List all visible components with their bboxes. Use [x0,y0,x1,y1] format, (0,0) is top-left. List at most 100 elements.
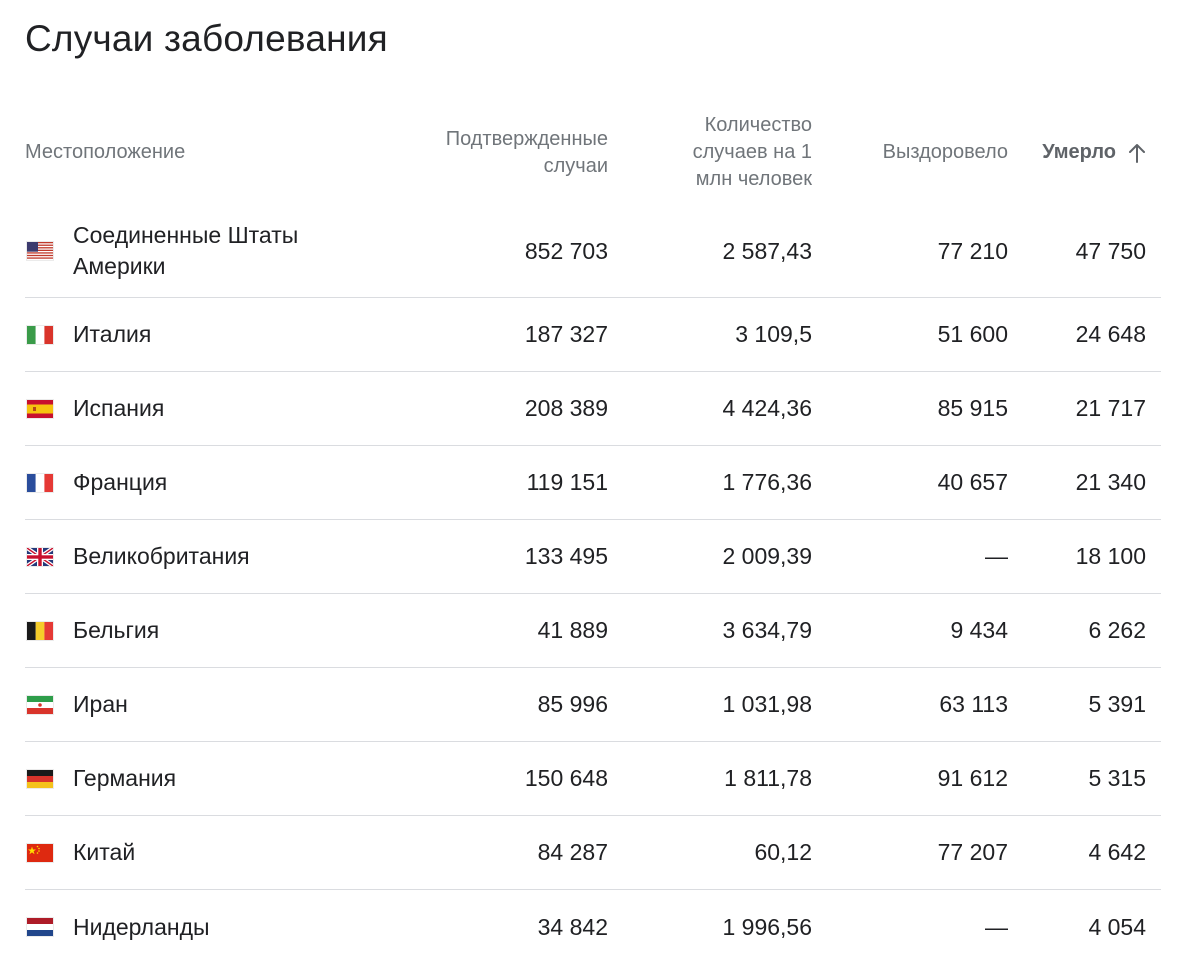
header-location[interactable]: Местоположение [25,141,186,163]
content-viewport: Случаи заболевания Местоположение Подтве… [25,18,1161,940]
header-confirmed-line2: случаи [543,154,608,177]
cases-table: Местоположение Подтвержденные случаи Кол… [25,100,1161,940]
confirmed-value: 150 648 [524,765,608,791]
confirmed-value: 41 889 [537,617,608,643]
confirmed-value: 84 287 [537,839,608,865]
location-name-line1: Нидерланды [73,913,210,940]
confirmed-value: 852 703 [524,237,608,264]
it-flag-icon [27,325,53,344]
deaths-value: 21 340 [1075,469,1146,495]
flag-cell [27,205,53,297]
deaths-value: 21 717 [1075,395,1146,421]
header-deaths[interactable]: Умерло [1042,100,1146,205]
recovered-value: 77 210 [937,237,1008,264]
recovered-value: 63 113 [939,691,1008,717]
confirmed-value: 34 842 [537,913,608,940]
nl-flag-icon [27,918,53,936]
table-header: Местоположение Подтвержденные случаи Кол… [25,100,1161,205]
flag-cell [27,446,53,519]
per-million-value: 1 996,56 [722,913,812,940]
recovered-value: 51 600 [937,321,1008,347]
table-row[interactable]: Испания 208 389 4 424,36 85 915 21 717 [25,372,1161,446]
table-row[interactable]: Соединенные Штаты Америки 852 703 2 587,… [25,205,1161,298]
location-name: Франция [73,446,167,519]
location-name-line1: Испания [73,395,165,421]
de-flag-icon [27,769,53,788]
flag-cell [27,594,53,667]
deaths-value: 4 642 [1088,839,1146,865]
location-name-line1: Италия [73,321,152,347]
flag-cell [27,890,53,940]
table-row[interactable]: Нидерланды 34 842 1 996,56 — 4 054 [25,890,1161,940]
location-name: Испания [73,372,164,445]
location-name-line1: Бельгия [73,617,160,643]
location-name: Германия [73,742,176,815]
header-per-million-line1: Количество [704,114,812,136]
location-name: Бельгия [73,594,159,667]
per-million-value: 1 811,78 [724,765,812,791]
flag-cell [27,742,53,815]
recovered-value: 9 434 [950,617,1008,643]
confirmed-value: 119 151 [526,469,608,495]
recovered-value: — [985,543,1008,569]
location-name: Великобритания [73,520,250,593]
location-name-line1: Великобритания [73,543,250,569]
per-million-value: 2 009,39 [722,543,812,569]
location-name: Нидерланды [73,890,210,940]
deaths-value: 6 262 [1088,617,1146,643]
recovered-value: 85 915 [937,395,1008,421]
table-row[interactable]: Италия 187 327 3 109,5 51 600 24 648 [25,298,1161,372]
be-flag-icon [27,621,53,640]
location-name-line1: Франция [73,469,168,495]
table-body: Соединенные Штаты Америки 852 703 2 587,… [25,205,1161,940]
deaths-value: 5 315 [1088,765,1146,791]
fr-flag-icon [27,473,53,492]
deaths-value: 4 054 [1088,913,1146,940]
confirmed-value: 85 996 [537,691,608,717]
ir-flag-icon [27,695,53,714]
location-name-line2: Америки [73,253,166,279]
es-flag-icon [27,399,53,418]
cn-flag-icon [27,843,53,862]
confirmed-value: 133 495 [524,543,608,569]
table-row[interactable]: Китай 84 287 60,12 77 207 4 642 [25,816,1161,890]
table-row[interactable]: Франция 119 151 1 776,36 40 657 21 340 [25,446,1161,520]
deaths-value: 5 391 [1088,691,1146,717]
table-row[interactable]: Бельгия 41 889 3 634,79 9 434 6 262 [25,594,1161,668]
table-row[interactable]: Великобритания 133 495 2 009,39 — 18 100 [25,520,1161,594]
deaths-value: 47 750 [1075,237,1146,264]
header-per-million[interactable]: Количество случаев на 1 млн человек [693,100,812,205]
header-confirmed-line1: Подтвержденные [445,127,608,150]
per-million-value: 60,12 [754,839,812,865]
flag-cell [27,520,53,593]
confirmed-value: 187 327 [524,321,608,347]
location-name-line1: Иран [73,691,128,717]
header-recovered[interactable]: Выздоровело [882,141,1008,163]
arrow-up-icon [1129,143,1145,163]
page-title: Случаи заболевания [25,18,388,59]
header-per-million-line2: случаев на 1 [692,141,812,163]
table-row[interactable]: Германия 150 648 1 811,78 91 612 5 315 [25,742,1161,816]
header-per-million-line3: млн человек [695,168,812,190]
table-row[interactable]: Иран 85 996 1 031,98 63 113 5 391 [25,668,1161,742]
deaths-value: 24 648 [1075,321,1146,347]
per-million-value: 2 587,43 [722,237,812,264]
per-million-value: 4 424,36 [722,395,812,421]
gb-flag-icon [27,547,53,566]
recovered-value: — [985,913,1008,940]
recovered-value: 91 612 [937,765,1008,791]
flag-cell [27,816,53,889]
location-name-line1: Соединенные Штаты [73,222,299,248]
header-deaths-label: Умерло [1042,141,1116,163]
recovered-value: 40 657 [937,469,1008,495]
flag-cell [27,372,53,445]
location-name: Китай [73,816,135,889]
location-name: Италия [73,298,151,371]
per-million-value: 3 634,79 [722,617,812,643]
flag-cell [27,668,53,741]
confirmed-value: 208 389 [524,395,608,421]
header-confirmed[interactable]: Подтвержденные случаи [446,100,608,205]
per-million-value: 3 109,5 [735,321,812,347]
location-name-line1: Германия [73,765,177,791]
